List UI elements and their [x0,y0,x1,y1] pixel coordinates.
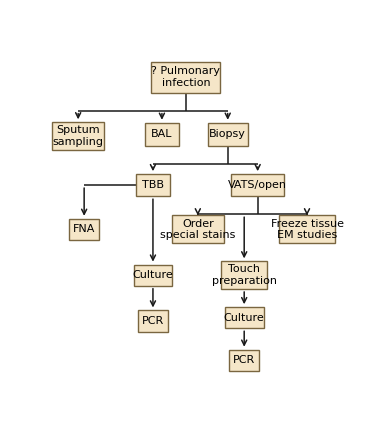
FancyBboxPatch shape [279,215,335,243]
Text: PCR: PCR [142,316,164,326]
FancyBboxPatch shape [172,215,224,243]
FancyBboxPatch shape [134,264,173,286]
Text: VATS/open: VATS/open [228,180,287,190]
FancyBboxPatch shape [208,123,248,146]
Text: Touch
preparation: Touch preparation [212,264,277,286]
FancyBboxPatch shape [232,174,284,196]
FancyBboxPatch shape [229,350,259,371]
Text: BAL: BAL [151,130,173,139]
Text: Biopsy: Biopsy [209,130,246,139]
FancyBboxPatch shape [225,307,264,329]
FancyBboxPatch shape [52,122,104,150]
FancyBboxPatch shape [145,123,179,146]
Text: Freeze tissue
EM studies: Freeze tissue EM studies [271,218,344,240]
Text: PCR: PCR [233,355,255,365]
Text: ? Pulmonary
infection: ? Pulmonary infection [151,66,220,88]
FancyBboxPatch shape [136,174,170,196]
FancyBboxPatch shape [138,310,168,332]
Text: Culture: Culture [224,313,264,323]
Text: Culture: Culture [132,270,173,280]
Text: Order
special stains: Order special stains [160,218,235,240]
Text: TBB: TBB [142,180,164,190]
Text: Sputum
sampling: Sputum sampling [52,125,104,147]
FancyBboxPatch shape [151,62,220,93]
FancyBboxPatch shape [69,219,99,240]
FancyBboxPatch shape [221,261,267,289]
Text: FNA: FNA [73,224,95,234]
